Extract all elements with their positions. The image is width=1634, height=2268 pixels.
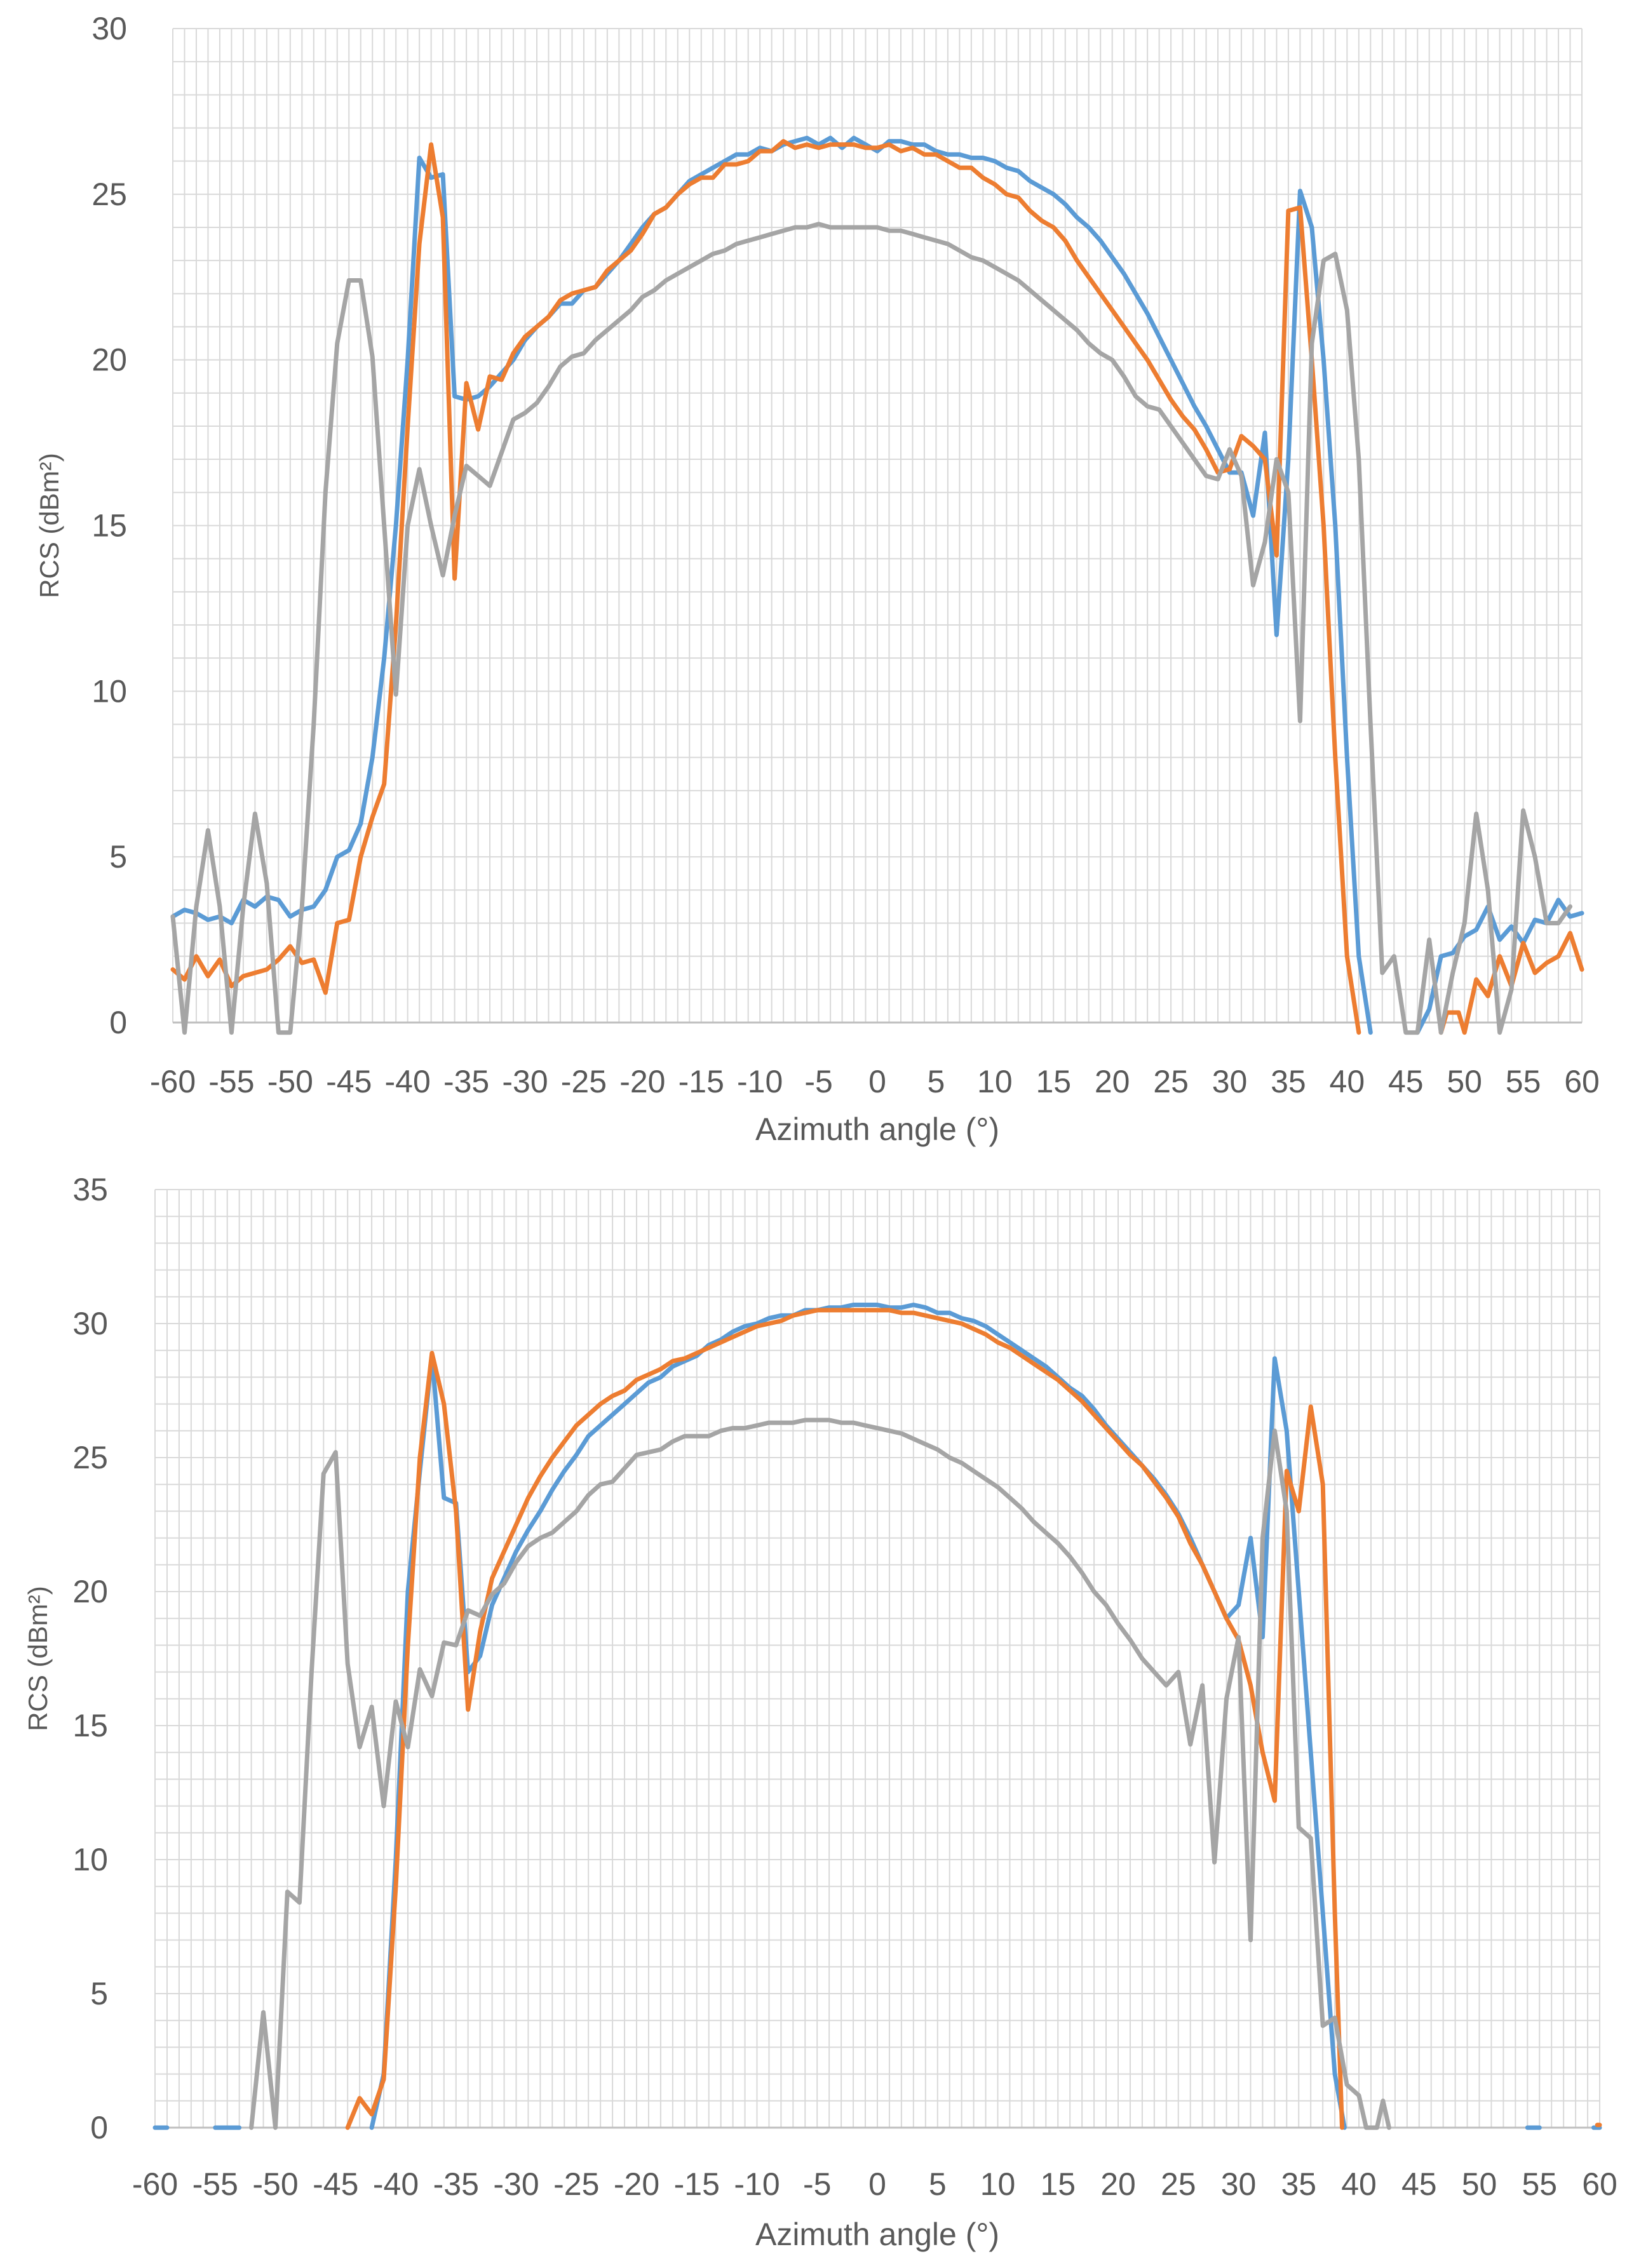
- x-tick-label: 45: [1388, 1064, 1424, 1099]
- x-tick-label: 20: [1100, 2166, 1136, 2202]
- x-tick-label: 15: [1036, 1064, 1071, 1099]
- x-tick-label: 55: [1522, 2166, 1557, 2202]
- series-line-series-3: [249, 1418, 1391, 2130]
- x-axis-title: Azimuth angle (°): [755, 2217, 999, 2252]
- x-tick-label: 50: [1462, 2166, 1497, 2202]
- y-tick-label: 15: [72, 1708, 108, 1743]
- x-tick-label: 15: [1040, 2166, 1076, 2202]
- y-tick-label: 25: [72, 1440, 108, 1475]
- x-axis-title: Azimuth angle (°): [755, 1111, 999, 1147]
- series-line-series-1: [1415, 897, 1584, 1035]
- y-tick-label: 0: [90, 2110, 108, 2145]
- x-tick-label: -35: [433, 2166, 479, 2202]
- series-line-series-2: [170, 138, 1361, 1035]
- y-tick-label: 0: [109, 1005, 127, 1040]
- x-tick-label: -35: [443, 1064, 489, 1099]
- x-tick-label: -25: [561, 1064, 607, 1099]
- gridlines: [172, 28, 1583, 1023]
- x-tick-label: -40: [385, 1064, 431, 1099]
- x-tick-label: 5: [928, 1064, 945, 1099]
- x-tick-label: 50: [1447, 1064, 1482, 1099]
- x-tick-label: -10: [734, 2166, 780, 2202]
- x-tick-label: -60: [132, 2166, 178, 2202]
- x-tick-label: 35: [1281, 2166, 1316, 2202]
- x-tick-label: -15: [679, 1064, 724, 1099]
- x-tick-label: -20: [614, 2166, 659, 2202]
- series-line-series-2: [345, 1308, 1344, 2130]
- x-tick-label: 25: [1153, 1064, 1189, 1099]
- x-tick-label: -5: [804, 1064, 832, 1099]
- x-tick-label: 40: [1341, 2166, 1377, 2202]
- x-tick-label: -30: [502, 1064, 548, 1099]
- series-group: [152, 1303, 1602, 2130]
- y-tick-label: 10: [91, 673, 127, 709]
- x-tick-label: -5: [803, 2166, 831, 2202]
- x-tick-label: 10: [980, 2166, 1016, 2202]
- x-tick-label: -30: [493, 2166, 539, 2202]
- x-tick-label: 45: [1401, 2166, 1437, 2202]
- x-tick-label: 55: [1506, 1064, 1541, 1099]
- y-tick-label: 5: [109, 839, 127, 875]
- gridlines: [154, 1189, 1600, 2128]
- x-tick-label: -55: [208, 1064, 254, 1099]
- x-tick-label: 35: [1271, 1064, 1306, 1099]
- x-tick-label: 60: [1582, 2166, 1617, 2202]
- x-tick-label: 20: [1095, 1064, 1130, 1099]
- x-tick-label: 0: [868, 2166, 886, 2202]
- x-tick-label: -15: [674, 2166, 720, 2202]
- x-tick-label: 30: [1221, 2166, 1257, 2202]
- y-tick-label: 15: [91, 508, 127, 544]
- y-tick-label: 25: [91, 177, 127, 212]
- series-group: [170, 135, 1584, 1035]
- x-tick-label: -40: [373, 2166, 419, 2202]
- series-line-series-3: [170, 222, 1572, 1035]
- y-tick-label: 10: [72, 1842, 108, 1877]
- x-tick-label: -50: [252, 2166, 298, 2202]
- x-tick-label: -20: [619, 1064, 665, 1099]
- y-axis-title: RCS (dBm²): [23, 1586, 53, 1731]
- y-tick-label: 20: [72, 1574, 108, 1609]
- x-tick-label: -55: [192, 2166, 238, 2202]
- x-tick-label: 30: [1212, 1064, 1248, 1099]
- y-tick-label: 20: [91, 342, 127, 378]
- x-tick-label: -50: [267, 1064, 313, 1099]
- x-tick-label: -45: [326, 1064, 372, 1099]
- y-tick-label: 30: [72, 1306, 108, 1341]
- x-tick-label: 5: [929, 2166, 947, 2202]
- y-tick-label: 35: [72, 1172, 108, 1207]
- x-tick-label: -25: [553, 2166, 599, 2202]
- y-tick-label: 30: [91, 11, 127, 46]
- x-tick-label: 0: [868, 1064, 886, 1099]
- x-tick-label: 25: [1161, 2166, 1196, 2202]
- y-axis-title: RCS (dBm²): [34, 453, 64, 598]
- x-tick-label: -60: [150, 1064, 196, 1099]
- x-tick-label: 40: [1330, 1064, 1365, 1099]
- x-tick-label: -45: [313, 2166, 358, 2202]
- series-line-series-1: [369, 1303, 1347, 2130]
- y-tick-label: 5: [90, 1976, 108, 2011]
- x-tick-label: 60: [1564, 1064, 1600, 1099]
- x-tick-label: -10: [737, 1064, 783, 1099]
- x-tick-label: 10: [977, 1064, 1013, 1099]
- series-line-series-2: [1438, 930, 1584, 1035]
